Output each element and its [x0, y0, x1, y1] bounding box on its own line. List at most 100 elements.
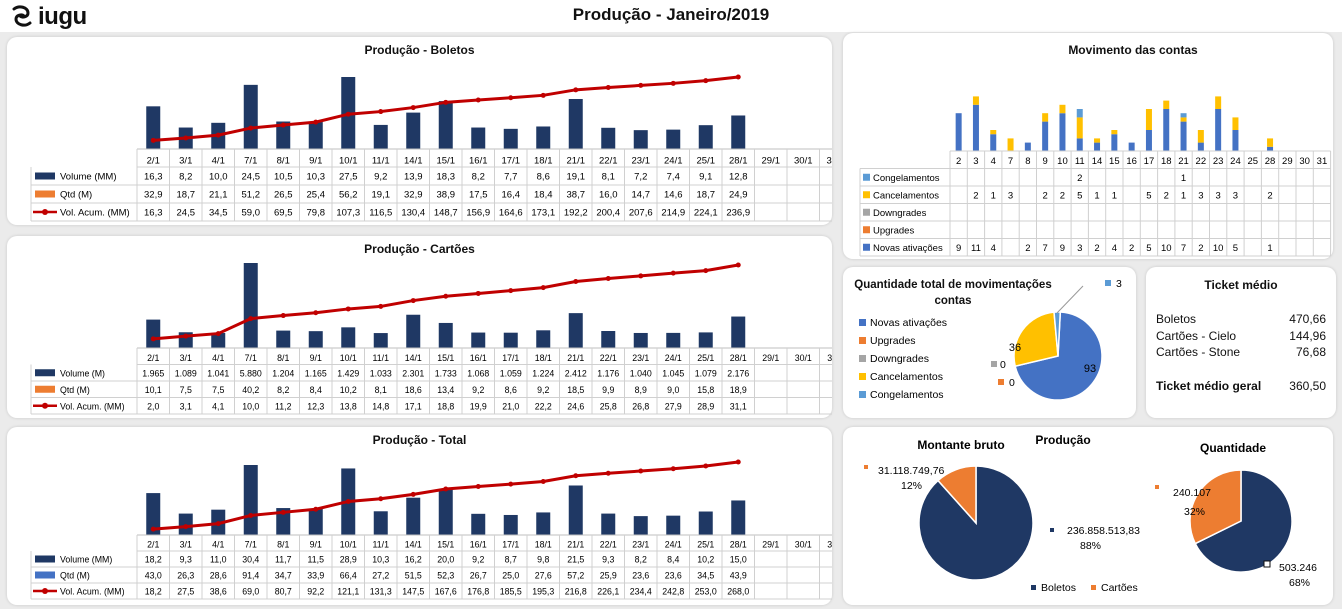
mov-cell: 2	[1077, 173, 1082, 184]
total-cell: 176,8	[467, 587, 489, 597]
cartoes-accum-point	[280, 313, 286, 319]
total-date-label: 25/1	[697, 540, 714, 550]
boletos-cell: 56,2	[339, 190, 358, 201]
cartoes-date-label: 17/1	[502, 353, 519, 363]
total-cell: 26,7	[470, 571, 487, 581]
cartoes-accum-point	[508, 288, 514, 294]
montante-boletos-pct: 88%	[1080, 540, 1101, 552]
quantidade-cartoes-marker	[1155, 485, 1159, 489]
boletos-cell: 25,4	[307, 190, 326, 201]
boletos-cell: 16,0	[599, 190, 618, 201]
total-cell: 52,3	[437, 571, 454, 581]
boletos-legend-volume	[35, 172, 55, 180]
boletos-date-label: 14/1	[404, 156, 423, 167]
mov-novas-bar	[1197, 142, 1204, 151]
mov-cong-bar	[1076, 109, 1083, 118]
total-cell: 10,3	[372, 555, 389, 565]
mov-legend-swatch	[863, 243, 870, 251]
mov-novas-bar	[1111, 134, 1118, 151]
total-cell: 26,3	[177, 571, 194, 581]
mov-cancel-bar	[1197, 130, 1204, 143]
cartoes-cell: 18,8	[437, 401, 454, 411]
total-cell: 253,0	[695, 587, 717, 597]
total-cell: 11,7	[275, 555, 292, 565]
total-cell: 9,2	[472, 555, 484, 565]
cartoes-cell: 9,0	[667, 385, 679, 395]
pie-mov-down-label: 0	[1000, 359, 1006, 371]
cartoes-row-label: Volume (M)	[60, 368, 105, 378]
cartoes-cell: 7,5	[212, 385, 224, 395]
boletos-cell: 18,7	[697, 190, 716, 201]
mov-day-label: 7	[1008, 156, 1013, 167]
cartoes-date-label: 14/1	[405, 353, 422, 363]
cartoes-cell: 2.412	[565, 368, 587, 378]
boletos-accum-point	[508, 95, 514, 101]
cartoes-volume-bar	[308, 331, 323, 348]
mov-day-label: 28	[1265, 156, 1276, 167]
total-cell: 268,0	[727, 587, 749, 597]
total-cell: 91,4	[242, 571, 259, 581]
total-volume-bar	[373, 511, 388, 535]
boletos-accum-point	[573, 87, 579, 93]
total-row-label: Qtd (M)	[60, 571, 90, 581]
cartoes-accum-point	[410, 298, 416, 304]
cartoes-cell: 12,3	[307, 401, 324, 411]
boletos-volume-bar	[471, 127, 486, 149]
iugu-logo: iugu	[12, 3, 87, 29]
total-date-label: 17/1	[502, 540, 519, 550]
cartoes-cell: 1.045	[662, 368, 684, 378]
producao-legend-boletos-swatch	[1031, 585, 1036, 590]
total-cell: 8,4	[667, 555, 679, 565]
boletos-cell: 16,3	[144, 208, 163, 219]
total-date-label: 23/1	[632, 540, 649, 550]
cartoes-volume-bar	[471, 332, 486, 348]
cartoes-date-label: 30/1	[795, 353, 812, 363]
cartoes-cell: 1.033	[370, 368, 392, 378]
movimento-title: Movimento das contas	[1068, 43, 1198, 57]
cartoes-cell: 24,6	[567, 401, 584, 411]
total-title: Produção - Total	[372, 433, 467, 447]
pie-mov-cancel-label: 36	[1009, 342, 1021, 354]
boletos-date-label: 17/1	[502, 156, 521, 167]
total-cell: 34,7	[275, 571, 292, 581]
total-date-label: 14/1	[405, 540, 422, 550]
boletos-accum-point	[215, 132, 221, 138]
total-cell: 9,3	[180, 555, 192, 565]
cartoes-cell: 2,0	[147, 401, 159, 411]
cartoes-volume-bar	[536, 330, 551, 348]
total-date-label: 28/1	[730, 540, 747, 550]
movimentacoes-pie-panel: Quantidade total de movimentações contas…	[843, 267, 1136, 418]
cartoes-cell: 1.079	[695, 368, 717, 378]
boletos-date-label: 2/1	[147, 156, 160, 167]
boletos-accum-point	[605, 84, 611, 90]
boletos-accum-point	[703, 78, 709, 84]
cartoes-accum-point	[443, 293, 449, 299]
mov-cell: 9	[956, 243, 961, 254]
total-cell: 234,4	[630, 587, 652, 597]
boletos-cell: 8,2	[179, 172, 192, 183]
mov-cancel-bar	[1042, 113, 1049, 122]
boletos-cell: 156,9	[466, 208, 490, 219]
cartoes-volume-bar	[211, 332, 226, 348]
cartoes-date-label: 10/1	[340, 353, 357, 363]
mov-day-label: 3	[973, 156, 978, 167]
cartoes-cell: 1.068	[467, 368, 489, 378]
total-cell: 69,0	[242, 587, 259, 597]
cartoes-date-label: 16/1	[470, 353, 487, 363]
mov-day-label: 14	[1092, 156, 1103, 167]
cartoes-accum-point	[638, 273, 644, 279]
cartoes-cell: 10,1	[145, 385, 162, 395]
cartoes-accum-point	[345, 306, 351, 312]
cartoes-cell: 1.733	[435, 368, 457, 378]
mov-cell: 1	[991, 190, 996, 201]
cartoes-cell: 28,9	[697, 401, 714, 411]
mov-novas-bar	[1145, 130, 1152, 151]
boletos-cell: 164,6	[499, 208, 523, 219]
cartoes-legend-volume	[35, 369, 55, 377]
mov-cancel-bar	[1267, 138, 1274, 147]
cartoes-row-label: Vol. Acum. (MM)	[60, 401, 125, 411]
producao-title: Produção	[1035, 433, 1090, 447]
total-legend-volume	[35, 555, 55, 563]
boletos-cell: 21,1	[209, 190, 228, 201]
cartoes-date-label: 22/1	[600, 353, 617, 363]
